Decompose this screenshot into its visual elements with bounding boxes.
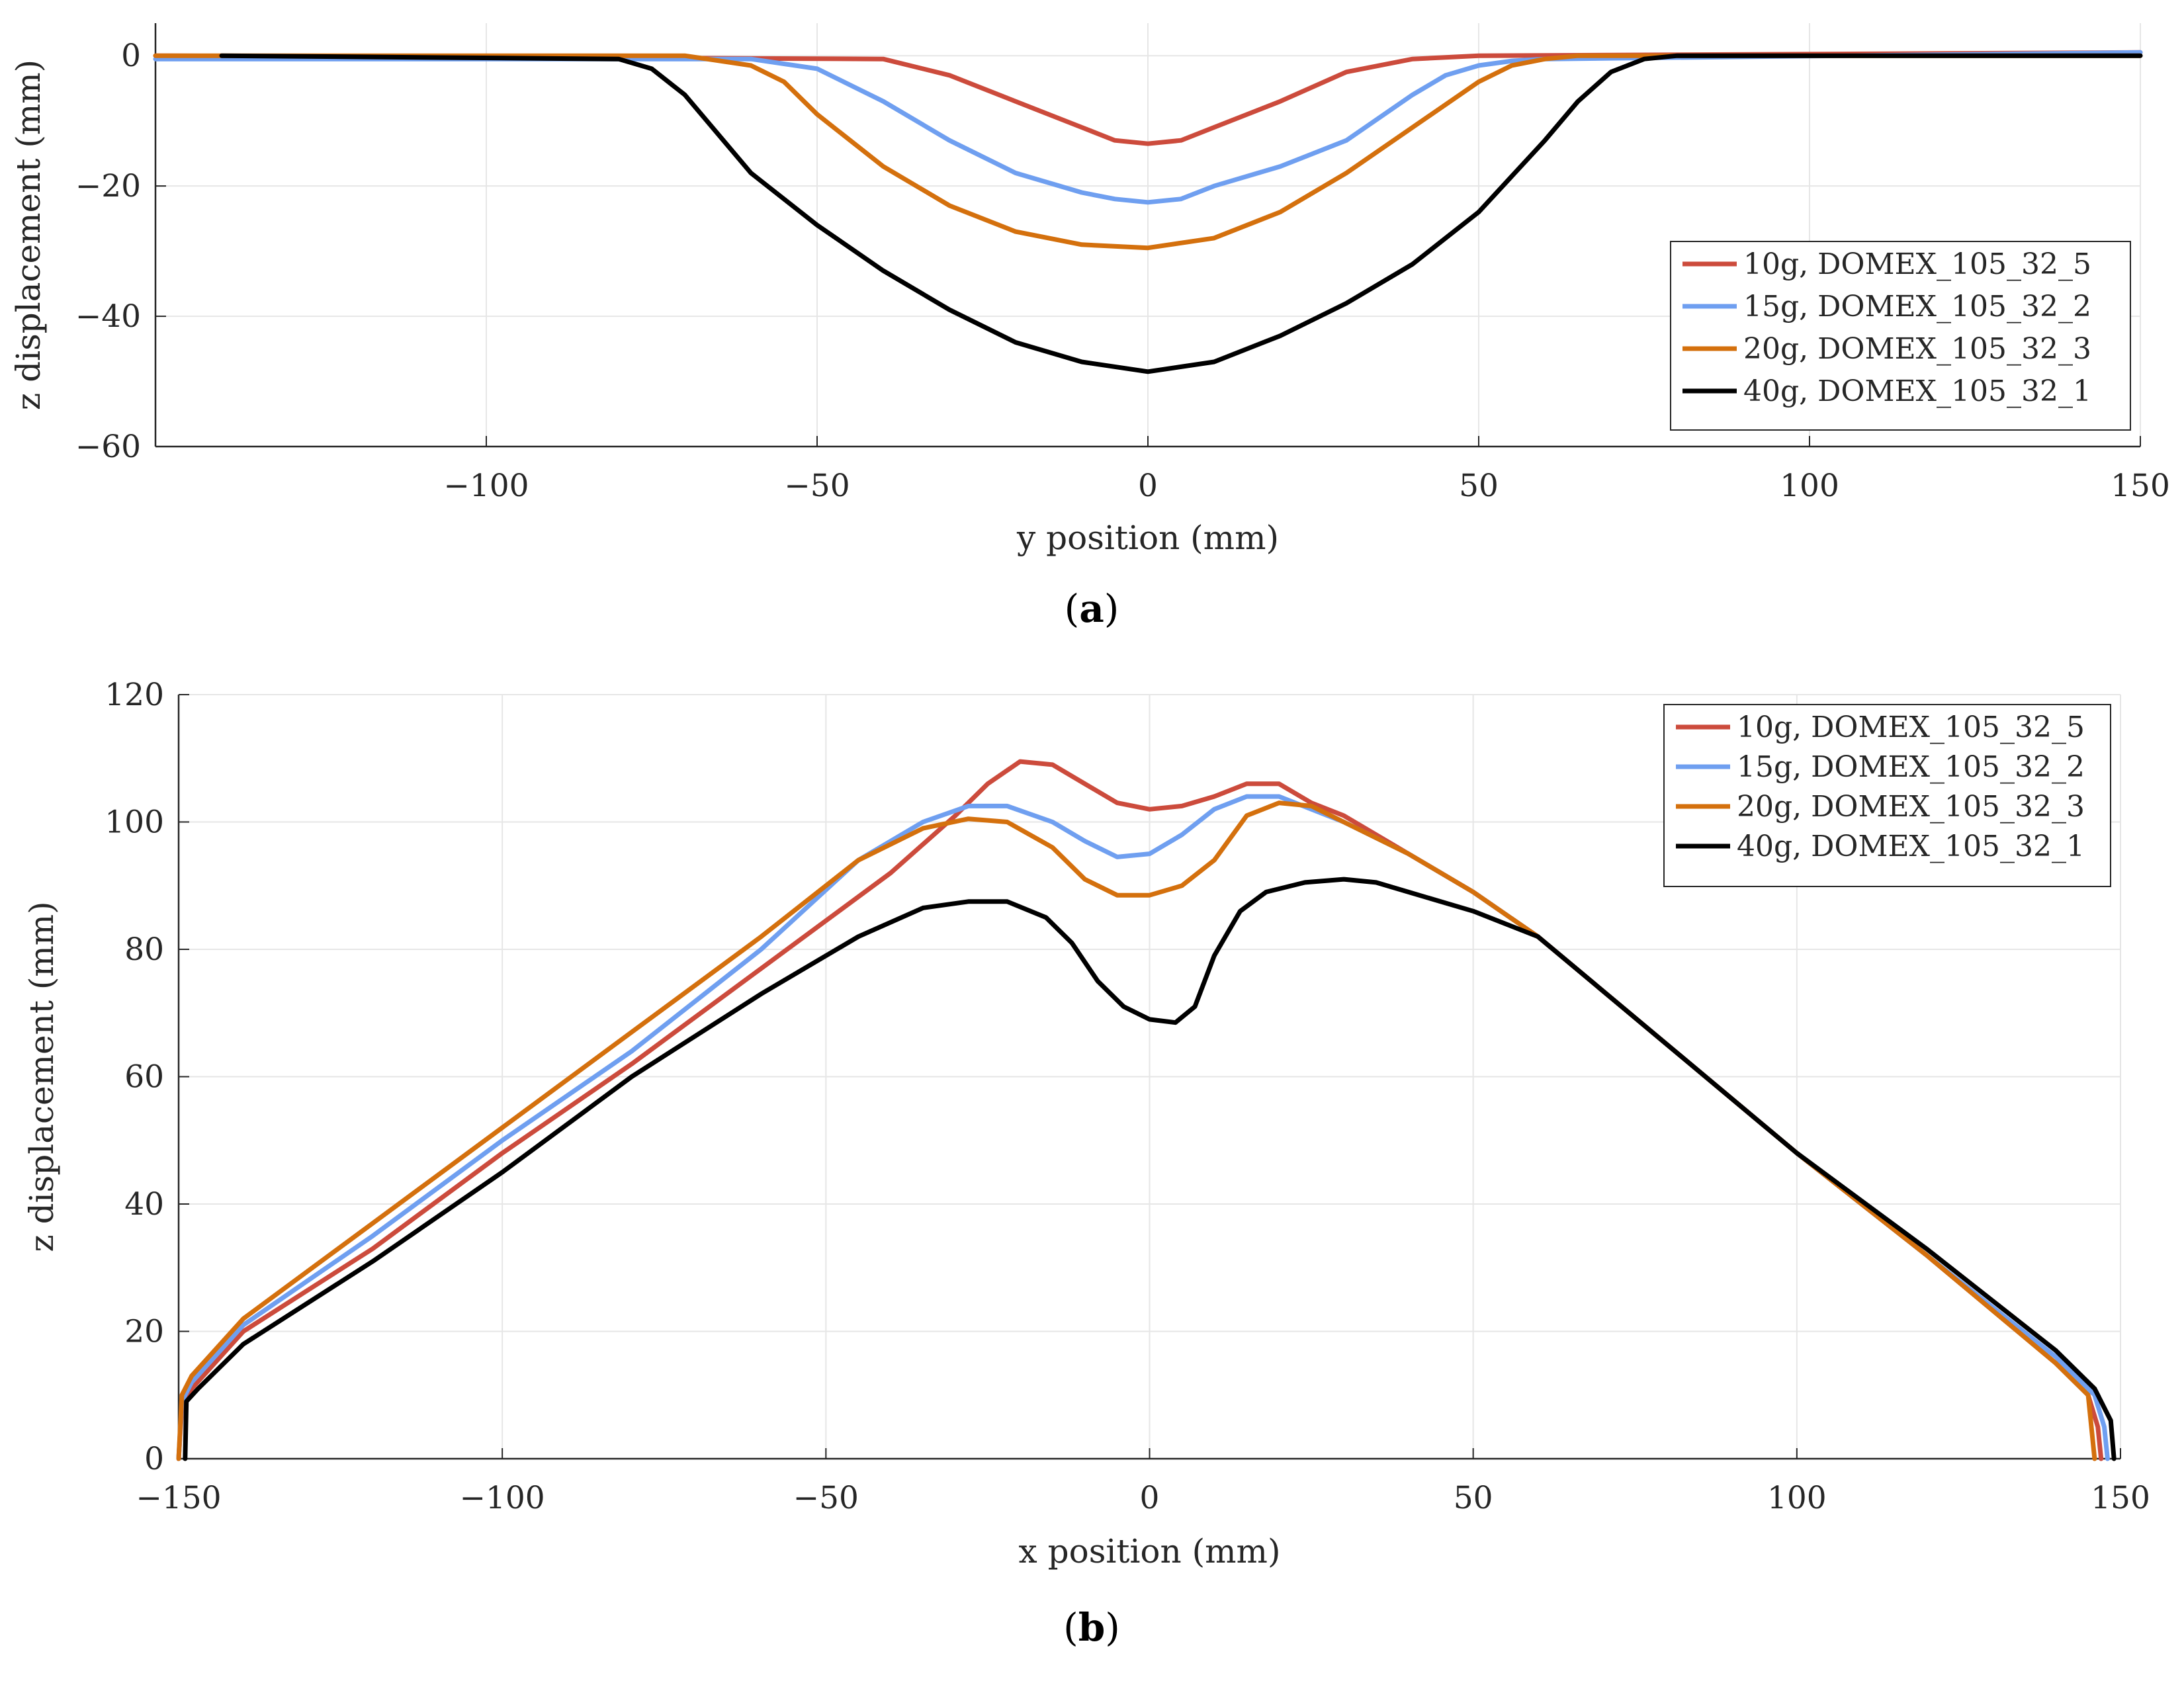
series-line-1 [153, 50, 2143, 146]
legend-label: 40g, DOMEX_105_32_1 [1737, 830, 2085, 863]
legend-label: 40g, DOMEX_105_32_1 [1743, 374, 2091, 408]
legend-label: 15g, DOMEX_105_32_2 [1743, 290, 2091, 323]
x-tick-label: −50 [793, 1480, 859, 1516]
panel-b: −150 −100 −50 0 50 100 150 0 20 40 60 80 100 120 x pos… [22, 677, 2150, 1571]
series-line-4 [219, 53, 2143, 374]
x-tick-label: 150 [2091, 1480, 2150, 1516]
y-axis-label: z displacement (mm) [9, 60, 48, 410]
legend-box [1670, 241, 2131, 431]
y-tick-label: 120 [105, 677, 164, 713]
x-tick-label: −100 [460, 1480, 545, 1516]
x-axis-label: x position (mm) [1019, 1532, 1281, 1571]
series-line-3 [176, 800, 2097, 1461]
x-tick-label: 150 [2111, 468, 2170, 504]
x-tick-label: −150 [136, 1480, 221, 1516]
x-tick-label: −50 [784, 468, 850, 504]
y-tick-label: 100 [105, 804, 164, 841]
y-tick-label: 0 [121, 38, 141, 74]
x-tick-label: 0 [1140, 1480, 1160, 1516]
x-tick-label: 100 [1767, 1480, 1827, 1516]
legend-label: 20g, DOMEX_105_32_3 [1737, 790, 2085, 824]
series-line-3 [153, 53, 2143, 251]
panel-a: −100 −50 0 50 100 150 0 −20 −40 −60 y position (mm… [9, 23, 2170, 557]
legend-label: 10g, DOMEX_105_32_5 [1743, 247, 2091, 281]
y-tick-label: −20 [75, 168, 141, 204]
legend-label: 20g, DOMEX_105_32_3 [1743, 332, 2091, 366]
y-tick-label: 80 [124, 931, 164, 968]
legend-label: 15g, DOMEX_105_32_2 [1737, 750, 2085, 784]
y-tick-label: −60 [75, 429, 141, 465]
y-tick-label: 60 [124, 1059, 164, 1096]
x-axis-label: y position (mm) [1016, 519, 1279, 557]
x-tick-label: −100 [443, 468, 529, 504]
x-tick-label: 0 [1138, 468, 1158, 504]
legend-label: 10g, DOMEX_105_32_5 [1737, 711, 2085, 744]
y-axis-label: z displacement (mm) [22, 901, 61, 1252]
x-tick-label: 50 [1454, 1480, 1493, 1516]
x-tick-label: 50 [1459, 468, 1499, 504]
legend-box [1663, 704, 2111, 887]
series-line-4 [183, 877, 2117, 1461]
caption-b: (b) [1063, 1605, 1120, 1650]
y-tick-label: 0 [144, 1441, 164, 1477]
y-tick-label: −40 [75, 298, 141, 335]
caption-a: (a) [1065, 586, 1119, 631]
x-tick-label: 100 [1780, 468, 1839, 504]
y-tick-label: 20 [124, 1314, 164, 1350]
y-tick-label: 40 [124, 1186, 164, 1223]
series-line-2 [153, 50, 2143, 205]
